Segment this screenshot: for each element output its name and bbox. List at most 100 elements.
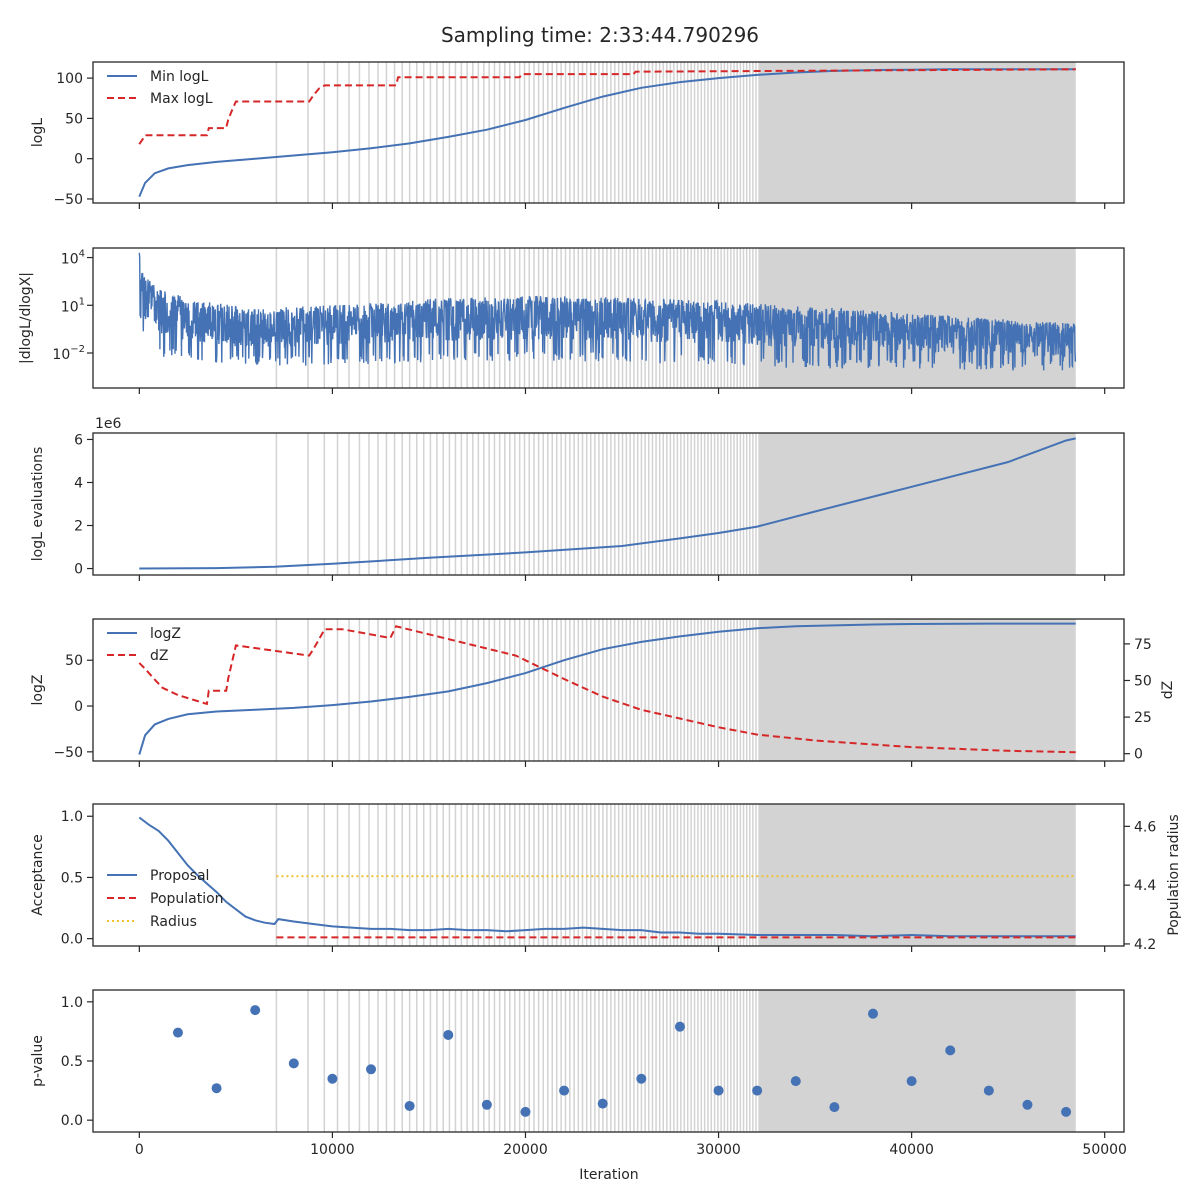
legend-label: Radius — [150, 914, 197, 930]
legend-label: Max logL — [150, 91, 213, 107]
y-right-tick-label: 4.6 — [1134, 819, 1156, 835]
pvalue-point — [443, 1029, 454, 1040]
legend-accept: Proposal Population Radius — [107, 868, 224, 930]
legend-label: Proposal — [150, 868, 209, 884]
series-line-max-logl — [138, 68, 1076, 145]
pvalue-point — [906, 1076, 917, 1087]
pvalue-point — [636, 1073, 647, 1084]
legend-logl: Min logL Max logL — [107, 69, 213, 107]
legend-logz: logZ dZ — [107, 626, 181, 664]
y-tick-label: 0.0 — [61, 932, 83, 948]
axes-frame — [92, 247, 1125, 389]
y-tick-label: 0 — [74, 699, 83, 715]
panels-group: −50 0 50 100 logL Min logL Max logL 10−2 101 104 |… — [18, 61, 1182, 1158]
x-tick-label: 50000 — [1082, 1142, 1127, 1158]
x-tick-label: 0 — [135, 1142, 144, 1158]
legend-label: Population — [150, 891, 224, 907]
x-tick-label: 40000 — [889, 1142, 934, 1158]
plot-area-accept — [138, 804, 1076, 946]
y-axis-label: |dlogL/dlogX| — [18, 272, 34, 364]
pvalue-point — [1022, 1099, 1033, 1110]
series-line-proposal — [138, 816, 1076, 938]
pvalue-point — [520, 1106, 531, 1117]
plot-area-evals — [139, 433, 1076, 575]
shaded-region — [759, 990, 1076, 1132]
pvalue-point — [713, 1085, 724, 1096]
y-right-tick-label: 0 — [1134, 747, 1143, 763]
pvalue-point — [327, 1073, 338, 1084]
pvalue-point — [172, 1027, 183, 1038]
pvalue-point — [752, 1085, 763, 1096]
y-tick-label: 100 — [56, 71, 83, 87]
y-right-tick-label: 4.2 — [1134, 937, 1156, 953]
pvalue-point — [559, 1085, 570, 1096]
y-right-tick-label: 4.4 — [1134, 878, 1156, 894]
y-tick-label: 1.0 — [61, 995, 83, 1011]
panel-dlogl: 10−2 101 104 |dlogL/dlogX| — [18, 247, 1125, 394]
pvalue-point — [945, 1045, 956, 1056]
y-tick-label: 2 — [74, 519, 83, 535]
y-tick-label: 104 — [61, 249, 85, 268]
pvalue-point — [983, 1085, 994, 1096]
y-tick-label: 50 — [65, 111, 83, 127]
y-right-tick-label: 75 — [1134, 637, 1152, 653]
dlogl-series-line — [138, 252, 1077, 371]
panel-accept: 0.0 0.5 1.0 4.2 4.4 4.6 Acceptance Population r… — [30, 803, 1182, 953]
x-tick-label: 10000 — [310, 1142, 355, 1158]
panel-evals: 0 2 4 6 logL evaluations 1e6 — [30, 416, 1125, 581]
y-tick-label: 10−2 — [52, 344, 85, 363]
pvalue-point — [481, 1099, 492, 1110]
y-tick-label: 101 — [61, 296, 85, 315]
pvalue-point — [1061, 1106, 1072, 1117]
series-line-evals — [139, 437, 1076, 570]
y-axis-label: p-value — [30, 1035, 46, 1087]
pvalue-point — [366, 1064, 377, 1075]
plot-area-logl — [138, 62, 1076, 203]
pvalue-point — [674, 1021, 685, 1032]
y-tick-label: −50 — [53, 192, 83, 208]
pvalue-point — [790, 1076, 801, 1087]
pvalue-point — [250, 1005, 261, 1016]
pvalue-point — [597, 1098, 608, 1109]
y-tick-label: 50 — [65, 653, 83, 669]
shaded-region — [759, 62, 1076, 203]
x-tick-label: 30000 — [696, 1142, 741, 1158]
axes-frame — [92, 803, 1125, 947]
figure-title: Sampling time: 2:33:44.790296 — [441, 23, 759, 47]
iteration-markers — [275, 62, 760, 203]
y-tick-label: 4 — [74, 475, 83, 491]
y-tick-label: 0.5 — [61, 1054, 83, 1070]
pvalue-point — [829, 1102, 840, 1113]
plot-area-pvalue — [172, 990, 1076, 1132]
panel-pvalue: 0 10000 20000 30000 40000 50000 0.0 0.5 1.0 p-val… — [30, 989, 1127, 1158]
y-tick-label: 0 — [74, 562, 83, 578]
y-axis-label: logZ — [30, 675, 46, 706]
y-axis-label: logL evaluations — [30, 447, 46, 562]
y-axis-label: logL — [30, 118, 46, 147]
iteration-markers — [275, 433, 760, 575]
series-line-dz — [138, 625, 1076, 754]
axes-frame — [92, 61, 1125, 204]
axes-frame — [92, 618, 1125, 762]
y-axis-label: Acceptance — [30, 834, 46, 915]
y-right-tick-label: 25 — [1134, 710, 1152, 726]
y-right-axis-label: dZ — [1160, 681, 1176, 699]
x-tick-label: 20000 — [503, 1142, 548, 1158]
x-axis-label: Iteration — [579, 1167, 638, 1183]
legend-label: logZ — [150, 626, 181, 642]
pvalue-point — [211, 1083, 222, 1094]
plot-area-logz — [138, 619, 1076, 761]
y-right-axis-label: Population radius — [1166, 814, 1182, 935]
axes-frame — [92, 432, 1125, 576]
y-tick-label: 6 — [74, 432, 83, 448]
y-offset-label: 1e6 — [95, 416, 122, 432]
panel-logz: −50 0 50 0 25 50 75 logZ dZ logZ dZ — [30, 618, 1176, 767]
y-tick-label: −50 — [53, 745, 83, 761]
legend-label: Min logL — [150, 69, 209, 85]
pvalue-point — [868, 1008, 879, 1019]
y-tick-label: 1.0 — [61, 809, 83, 825]
shaded-region — [759, 619, 1076, 761]
legend-label: dZ — [150, 648, 168, 664]
pvalue-point — [404, 1100, 415, 1111]
